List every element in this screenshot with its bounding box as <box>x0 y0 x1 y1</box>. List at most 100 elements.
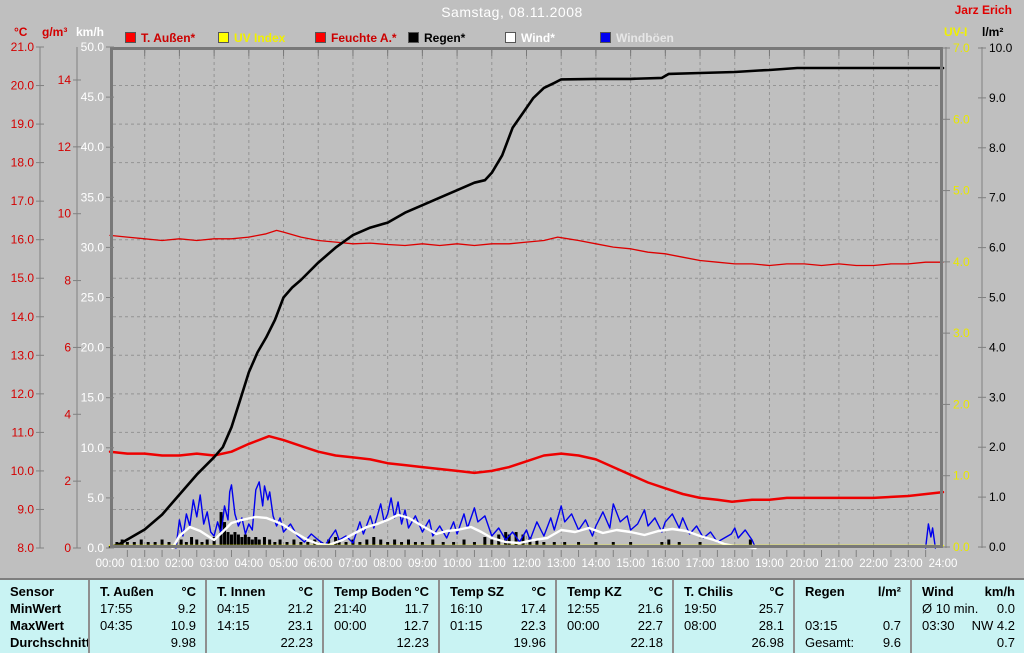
rain-bar <box>535 539 539 547</box>
axis-label-lm2: 9.0 <box>989 91 1006 105</box>
table-cell: 0.0 <box>996 601 1015 616</box>
axis-label-uv: 0.0 <box>953 540 970 554</box>
axis-label-kmh: 20.0 <box>81 341 105 355</box>
axis-unit-gm3: g/m³ <box>42 25 68 39</box>
axis-unit-kmh: km/h <box>76 25 105 39</box>
table-cell: 25.7 <box>758 601 784 616</box>
series-t-au-en <box>108 434 945 504</box>
series-regen-kumuliert <box>108 66 945 549</box>
rain-bar <box>514 532 518 547</box>
axis-label-temp_c: 20.0 <box>11 79 35 93</box>
rain-bar <box>132 542 136 547</box>
table-cell: 21.6 <box>637 601 663 616</box>
table-row: 03:15 0.7 <box>795 617 910 634</box>
axis-label-kmh: 5.0 <box>87 491 104 505</box>
rain-bar <box>358 542 362 547</box>
rain-bar <box>483 537 487 547</box>
x-tick-label: 00:00 <box>96 558 125 570</box>
table-row: Regen l/m² <box>795 583 910 600</box>
axis-label-temp_c: 21.0 <box>11 40 35 54</box>
x-tick-label: 10:00 <box>443 558 472 570</box>
table-row: MinWert <box>0 600 88 617</box>
legend-label: UV Index <box>234 30 286 45</box>
table-cell: 9.6 <box>882 635 901 650</box>
rain-bar <box>285 542 289 547</box>
table-cell: 19.96 <box>513 635 546 650</box>
table-row-label-column: Sensor MinWert MaxWert Durchschnitt <box>0 580 88 653</box>
rain-bar <box>233 532 237 547</box>
x-tick-label: 09:00 <box>408 558 437 570</box>
table-row: 12.23 <box>324 634 438 651</box>
axis-label-lm2: 10.0 <box>989 41 1013 55</box>
watermark-author: Jarz Erich <box>954 3 1012 17</box>
rain-bar <box>563 542 567 547</box>
table-row <box>795 600 910 617</box>
rain-bar <box>292 539 296 547</box>
rain-bar <box>660 542 664 547</box>
table-cell: T. Außen <box>100 584 154 599</box>
rain-bar <box>400 542 404 547</box>
series-feuchte-a- <box>109 229 944 267</box>
legend-swatch <box>600 32 611 43</box>
axis-label-lm2: 7.0 <box>989 191 1006 205</box>
table-cell: °C <box>769 584 784 599</box>
axis-label-uv: 3.0 <box>953 326 970 340</box>
weather-chart: 00:00 01:00 02:00 03:00 04:00 05:00 06:00 07:00… <box>11 40 1013 570</box>
rain-bar <box>748 539 752 547</box>
rain-bar <box>365 539 369 547</box>
table-row: 19.96 <box>440 634 555 651</box>
axis-label-temp_c: 9.0 <box>17 502 34 516</box>
rain-bar <box>299 542 303 547</box>
table-cell: 03:15 <box>805 618 838 633</box>
table-row: 22.18 <box>557 634 672 651</box>
table-cell: 23.1 <box>287 618 313 633</box>
table-cell: 12.23 <box>396 635 429 650</box>
legend-label: Windböen <box>616 30 674 45</box>
table-cell: Ø 10 min. <box>922 601 979 616</box>
legend-label: Wind* <box>521 30 555 45</box>
x-tick-label: 03:00 <box>200 558 229 570</box>
axis-label-gm3: 8 <box>64 274 71 288</box>
table-row: 17:55 9.2 <box>90 600 205 617</box>
axis-unit-lm2: l/m² <box>982 25 1004 39</box>
axis-label-uv: 7.0 <box>953 41 970 55</box>
table-row: 00:00 22.7 <box>557 617 672 634</box>
axis-label-lm2: 1.0 <box>989 490 1006 504</box>
table-row: T. Chilis °C <box>674 583 793 600</box>
table-row: 00:00 12.7 <box>324 617 438 634</box>
table-cell: 17.4 <box>520 601 546 616</box>
rain-bar <box>552 542 556 547</box>
x-tick-label: 14:00 <box>582 558 611 570</box>
rain-bar <box>386 542 390 547</box>
rain-bar <box>273 542 277 547</box>
table-row: 04:15 21.2 <box>207 600 322 617</box>
table-cell: 0.7 <box>996 635 1015 650</box>
rain-bar <box>441 542 445 547</box>
series-windb-en <box>924 523 937 549</box>
axis-label-lm2: 3.0 <box>989 390 1006 404</box>
axis-label-kmh: 15.0 <box>81 391 105 405</box>
axis-label-temp_c: 18.0 <box>11 156 35 170</box>
rain-bar <box>240 537 244 547</box>
table-row: 9.98 <box>90 634 205 651</box>
rain-bar <box>521 534 525 547</box>
rain-bar <box>677 542 681 547</box>
x-tick-label: 12:00 <box>512 558 541 570</box>
axis-label-lm2: 8.0 <box>989 141 1006 155</box>
table-row: 19:50 25.7 <box>674 600 793 617</box>
table-row: T. Außen °C <box>90 583 205 600</box>
rain-bar <box>278 539 282 547</box>
table-cell: MinWert <box>10 601 62 616</box>
axis-label-gm3: 2 <box>64 474 71 488</box>
legend-item-1: T. Außen* <box>125 31 195 45</box>
rain-bar <box>667 539 671 547</box>
rain-bar <box>393 539 397 547</box>
table-row: Ø 10 min. 0.0 <box>912 600 1024 617</box>
table-cell: 00:00 <box>334 618 367 633</box>
rain-bar <box>247 537 251 547</box>
table-row: Gesamt: 9.6 <box>795 634 910 651</box>
rain-bar <box>452 542 456 547</box>
rain-bar <box>629 542 633 547</box>
axis-label-temp_c: 14.0 <box>11 310 35 324</box>
